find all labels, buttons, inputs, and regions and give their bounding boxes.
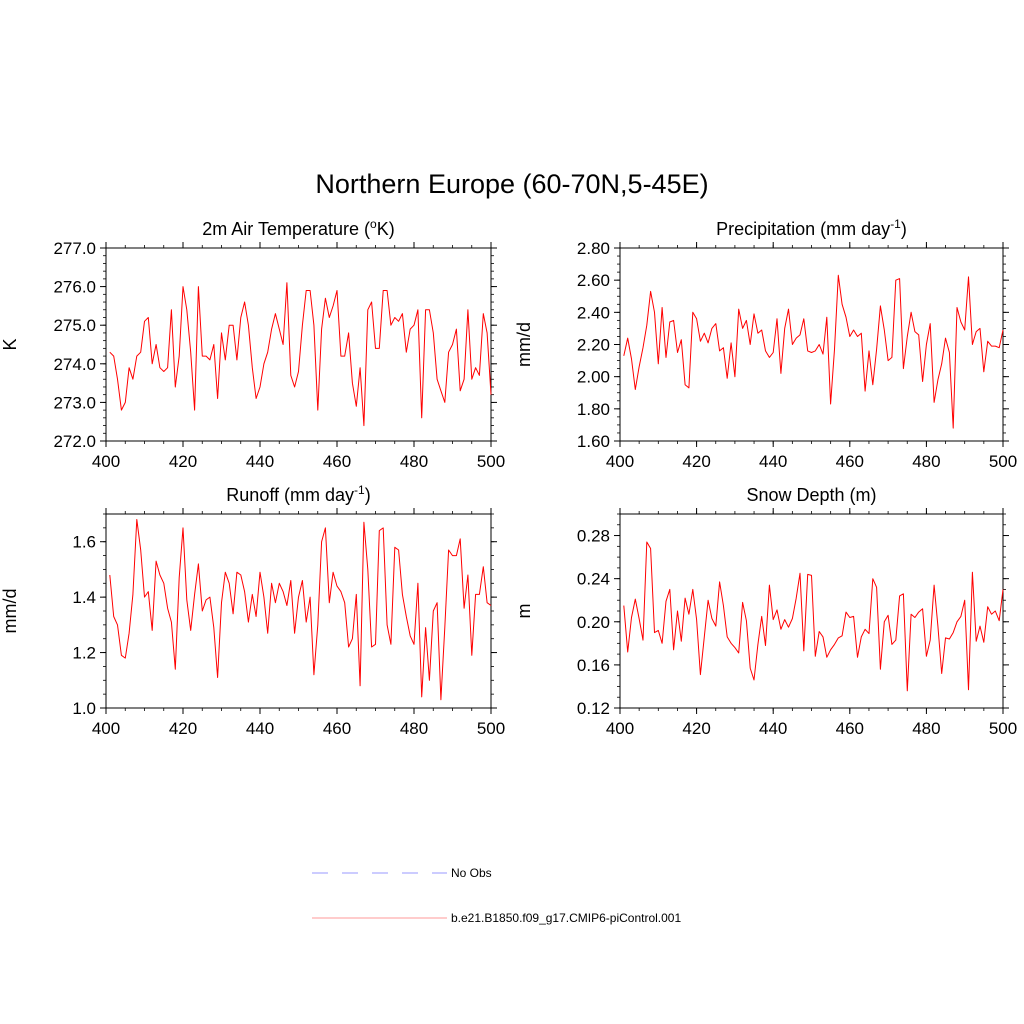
runoff-x-tick-label: 500: [477, 719, 505, 738]
panel-snow-depth: Snow Depth (m) m 0.12 0.16 0.20 0.24 0.28 400 42…: [514, 485, 1017, 738]
runoff-x-tick-label: 460: [323, 719, 351, 738]
air-temperature-y-tick-label: 277.0: [53, 239, 96, 258]
panel-precipitation: Precipitation (mm day-1) mm/d 1.60 1.80 2.00…: [514, 217, 1017, 471]
snow-depth-y-tick-label: 0.16: [577, 656, 610, 675]
precipitation-y-tick-label: 2.00: [577, 368, 610, 387]
air-temperature-y-axis-label: K: [0, 338, 20, 350]
legend-no-obs-label: No Obs: [451, 866, 492, 880]
precipitation-x-tick-label: 420: [682, 452, 710, 471]
snow-depth-x-tick-label: 500: [989, 719, 1017, 738]
snow-depth-y-tick-label: 0.20: [577, 613, 610, 632]
air-temperature-x-tick-label: 400: [92, 452, 120, 471]
precipitation-x-tick-label: 480: [912, 452, 940, 471]
snow-depth-y-tick-label: 0.12: [577, 699, 610, 718]
precipitation-y-tick-label: 2.40: [577, 303, 610, 322]
precipitation-y-tick-label: 1.60: [577, 432, 610, 451]
snow-depth-x-tick-label: 480: [912, 719, 940, 738]
runoff-x-tick-label: 480: [400, 719, 428, 738]
legend-model-label: b.e21.B1850.f09_g17.CMIP6-piControl.001: [451, 911, 681, 925]
runoff-x-tick-label: 440: [246, 719, 274, 738]
precipitation-title: Precipitation (mm day-1): [716, 217, 907, 239]
precipitation-x-tick-label: 460: [836, 452, 864, 471]
air-temperature-y-tick-label: 276.0: [53, 278, 96, 297]
runoff-y-tick-label: 1.2: [72, 644, 96, 663]
snow-depth-y-axis-label: m: [514, 604, 534, 619]
precipitation-y-axis-label: mm/d: [514, 322, 534, 367]
runoff-y-axis-label: mm/d: [0, 589, 20, 634]
snow-depth-x-tick-label: 420: [682, 719, 710, 738]
air-temperature-y-tick-label: 274.0: [53, 355, 96, 374]
air-temperature-x-tick-label: 460: [323, 452, 351, 471]
runoff-series-line: [109, 519, 492, 701]
snow-depth-x-tick-label: 400: [606, 719, 634, 738]
air-temperature-x-tick-label: 480: [400, 452, 428, 471]
air-temperature-y-tick-label: 275.0: [53, 316, 96, 335]
runoff-y-tick-label: 1.6: [72, 533, 96, 552]
precipitation-y-tick-label: 1.80: [577, 400, 610, 419]
runoff-x-tick-label: 420: [169, 719, 197, 738]
snow-depth-series-line: [623, 541, 1004, 692]
precipitation-x-tick-label: 500: [989, 452, 1017, 471]
panel-runoff: Runoff (mm day-1) mm/d 1.0 1.2 1.4 1.6 400 420 4…: [0, 483, 505, 738]
precipitation-y-tick-label: 2.20: [577, 336, 610, 355]
runoff-x-tick-label: 400: [92, 719, 120, 738]
precipitation-y-tick-label: 2.60: [577, 271, 610, 290]
snow-depth-x-tick-label: 440: [759, 719, 787, 738]
runoff-y-tick-label: 1.4: [72, 588, 96, 607]
runoff-title: Runoff (mm day-1): [226, 483, 370, 505]
snow-depth-x-tick-label: 460: [836, 719, 864, 738]
precipitation-y-tick-label: 2.80: [577, 239, 610, 258]
precipitation-x-tick-label: 400: [606, 452, 634, 471]
air-temperature-y-tick-label: 273.0: [53, 393, 96, 412]
panel-air-temperature: 2m Air Temperature (oK) K 272.0 273.0 274.0 2…: [0, 217, 505, 471]
air-temperature-y-tick-label: 272.0: [53, 432, 96, 451]
precipitation-series-line: [623, 274, 1004, 429]
air-temperature-x-tick-label: 420: [169, 452, 197, 471]
snow-depth-title: Snow Depth (m): [746, 485, 876, 505]
figure-title: Northern Europe (60-70N,5-45E): [315, 169, 708, 199]
legend: No Obs b.e21.B1850.f09_g17.CMIP6-piContr…: [312, 866, 681, 925]
air-temperature-x-tick-label: 500: [477, 452, 505, 471]
air-temperature-title: 2m Air Temperature (oK): [202, 217, 394, 239]
precipitation-x-tick-label: 440: [759, 452, 787, 471]
air-temperature-x-tick-label: 440: [246, 452, 274, 471]
snow-depth-y-tick-label: 0.24: [577, 570, 610, 589]
runoff-y-tick-label: 1.0: [72, 699, 96, 718]
air-temperature-series-line: [109, 282, 492, 427]
snow-depth-y-tick-label: 0.28: [577, 527, 610, 546]
